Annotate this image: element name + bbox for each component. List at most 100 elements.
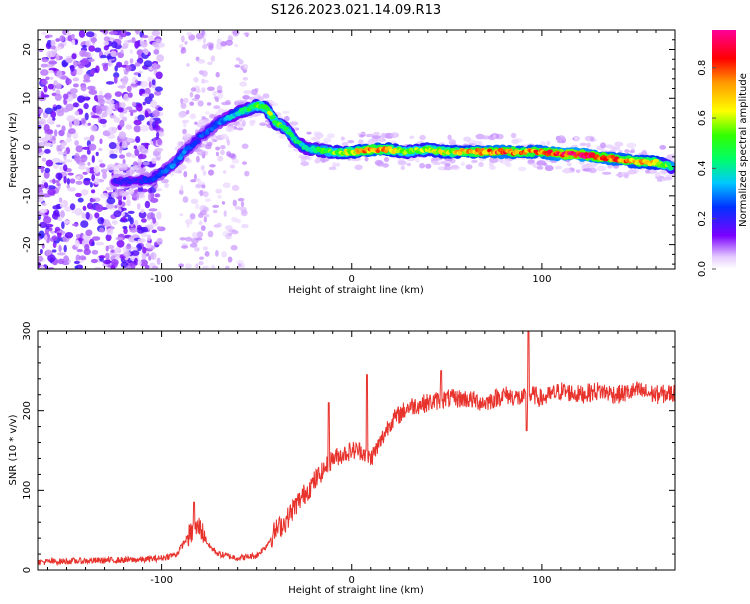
noise-blob — [113, 72, 120, 79]
noise-blob — [64, 159, 73, 163]
noise-blob — [239, 81, 248, 87]
noise-blob — [138, 193, 146, 199]
noise-blob — [46, 142, 53, 147]
noise-blob — [206, 102, 212, 106]
noise-blob — [233, 43, 239, 48]
spectrogram-frame — [37, 29, 676, 270]
noise-blob — [242, 76, 249, 81]
noise-blob — [624, 149, 630, 154]
noise-blob — [156, 156, 161, 161]
noise-blob — [195, 263, 199, 269]
noise-blob — [183, 171, 188, 178]
noise-blob — [105, 234, 112, 242]
noise-blob — [38, 148, 43, 154]
noise-blob — [154, 86, 163, 92]
noise-blob — [148, 93, 155, 99]
noise-blob — [69, 65, 75, 72]
ridge-mark — [457, 151, 463, 156]
noise-blob — [170, 171, 175, 177]
noise-blob — [129, 217, 134, 225]
noise-blob — [97, 95, 104, 100]
noise-blob — [288, 121, 299, 126]
noise-blob — [93, 165, 100, 174]
noise-blob — [328, 166, 337, 171]
noise-blob — [215, 146, 221, 151]
noise-blob — [119, 119, 125, 128]
noise-blob — [43, 171, 50, 179]
noise-blob — [116, 239, 125, 248]
noise-blob — [116, 61, 123, 68]
noise-blob — [54, 129, 58, 137]
x-tick-label: 100 — [532, 274, 551, 285]
noise-blob — [600, 142, 606, 149]
noise-blob — [216, 90, 223, 94]
noise-blob — [60, 210, 65, 218]
noise-blob — [83, 73, 90, 82]
noise-blob — [262, 93, 270, 99]
noise-blob — [40, 79, 48, 85]
x-tick-label: -100 — [150, 575, 173, 586]
noise-blob — [103, 36, 111, 42]
noise-blob — [157, 106, 163, 112]
noise-blob — [203, 216, 207, 223]
noise-blob — [56, 124, 61, 128]
noise-blob — [201, 87, 206, 93]
noise-blob — [102, 171, 107, 180]
noise-blob — [57, 252, 66, 256]
noise-blob — [133, 125, 141, 133]
noise-blob — [590, 162, 599, 166]
noise-blob — [126, 137, 133, 143]
noise-blob — [105, 99, 115, 105]
noise-blob — [147, 76, 152, 82]
ridge-mark — [171, 163, 177, 168]
noise-blob — [80, 84, 87, 92]
noise-blob — [40, 63, 48, 68]
noise-blob — [82, 44, 87, 48]
noise-blob — [546, 140, 551, 146]
noise-blob — [50, 230, 56, 234]
noise-blob — [105, 245, 109, 252]
noise-blob — [102, 123, 107, 128]
noise-blob — [146, 234, 152, 242]
noise-blob — [59, 146, 66, 149]
noise-blob — [354, 164, 363, 171]
noise-blob — [63, 176, 67, 184]
noise-blob — [139, 88, 146, 93]
noise-blob — [489, 157, 499, 163]
noise-blob — [65, 32, 71, 36]
colorbar: 0.0 0.2 0.4 0.6 0.8 Normalized spectral ampl… — [697, 30, 749, 277]
noise-blob — [186, 31, 192, 36]
noise-blob — [131, 37, 136, 44]
noise-blob — [177, 164, 187, 171]
noise-blob — [61, 107, 70, 113]
noise-blob — [602, 171, 612, 175]
noise-blob — [75, 180, 83, 185]
noise-blob — [202, 246, 208, 251]
noise-blob — [119, 190, 129, 197]
noise-blob — [83, 177, 91, 181]
noise-blob — [40, 69, 49, 76]
noise-blob — [654, 171, 661, 178]
noise-blob — [149, 197, 159, 203]
noise-blob — [74, 110, 80, 116]
noise-blob — [190, 87, 196, 92]
noise-blob — [113, 117, 121, 123]
noise-blob — [114, 102, 120, 110]
noise-blob — [55, 53, 60, 61]
noise-blob — [184, 41, 188, 45]
noise-blob — [153, 49, 160, 55]
noise-blob — [41, 157, 47, 162]
noise-blob — [38, 141, 46, 148]
noise-blob — [107, 244, 115, 250]
noise-blob — [123, 251, 131, 257]
noise-blob — [137, 73, 141, 78]
noise-blob — [122, 159, 126, 165]
noise-blob — [152, 217, 157, 224]
ridge-mark — [240, 110, 246, 115]
x-tick-label: 0 — [349, 274, 355, 285]
noise-blob — [93, 177, 100, 185]
noise-blob — [300, 157, 307, 163]
noise-blob — [134, 40, 140, 49]
noise-blob — [662, 176, 673, 181]
noise-blob — [200, 165, 205, 171]
